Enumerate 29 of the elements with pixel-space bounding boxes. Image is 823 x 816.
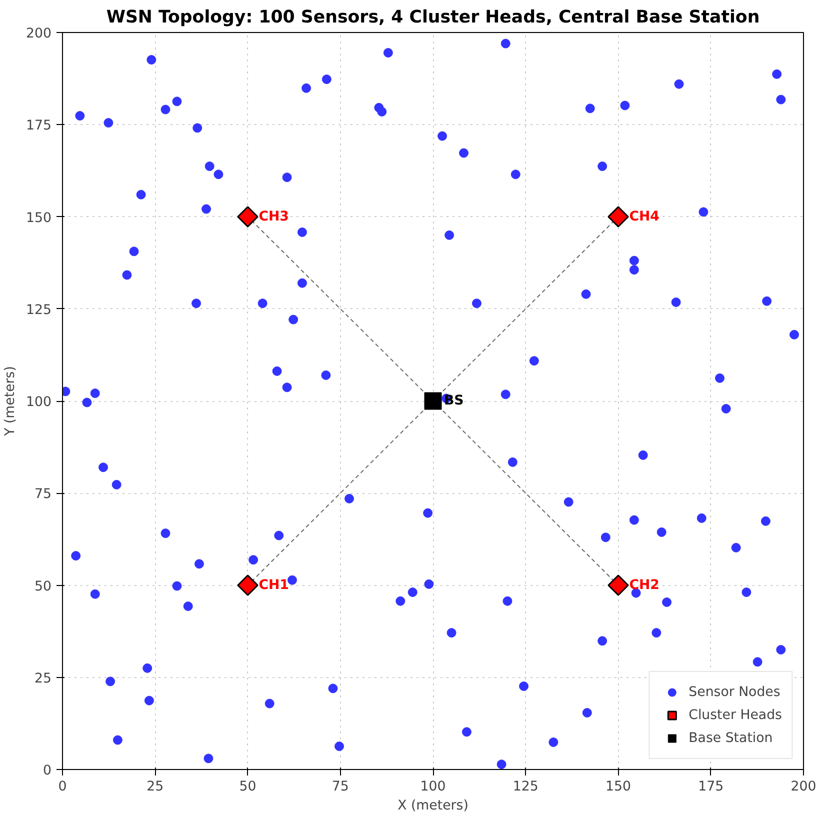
x-tick-label: 200 <box>790 780 816 794</box>
y-tick-label: 100 <box>26 395 52 410</box>
x-tick-label: 175 <box>698 780 724 794</box>
x-tick-label: 0 <box>58 780 67 794</box>
y-tick-label: 125 <box>26 302 52 318</box>
y-tick-label: 75 <box>34 487 52 502</box>
annotation: CH2 <box>629 578 660 593</box>
x-tick-label: 125 <box>512 780 538 794</box>
y-tick-label: 200 <box>26 26 52 42</box>
chart-title: WSN Topology: 100 Sensors, 4 Cluster Heads, Central Base Station <box>106 8 760 28</box>
y-tick-label: 0 <box>43 764 52 778</box>
annotation: CH3 <box>258 209 289 224</box>
x-tick-label: 150 <box>606 780 631 794</box>
legend-label: Cluster Heads <box>688 708 782 722</box>
y-tick-label: 50 <box>34 579 52 594</box>
y-tick-label: 150 <box>26 210 52 226</box>
x-tick-label: 50 <box>239 780 256 794</box>
x-axis-title: X (meters) <box>398 798 468 814</box>
annotation: CH1 <box>258 578 289 593</box>
x-tick-label: 25 <box>146 780 164 794</box>
y-tick-label: 25 <box>34 671 52 686</box>
legend-label: Sensor Nodes <box>688 684 780 700</box>
x-tick-label: 100 <box>420 780 446 794</box>
y-axis-title: Y (meters) <box>3 366 18 437</box>
annotation: CH4 <box>629 209 660 224</box>
x-tick-label: 75 <box>332 780 349 794</box>
annotation: BS <box>444 394 464 408</box>
y-tick-label: 175 <box>26 118 52 134</box>
legend-label: Base Station <box>688 730 773 746</box>
